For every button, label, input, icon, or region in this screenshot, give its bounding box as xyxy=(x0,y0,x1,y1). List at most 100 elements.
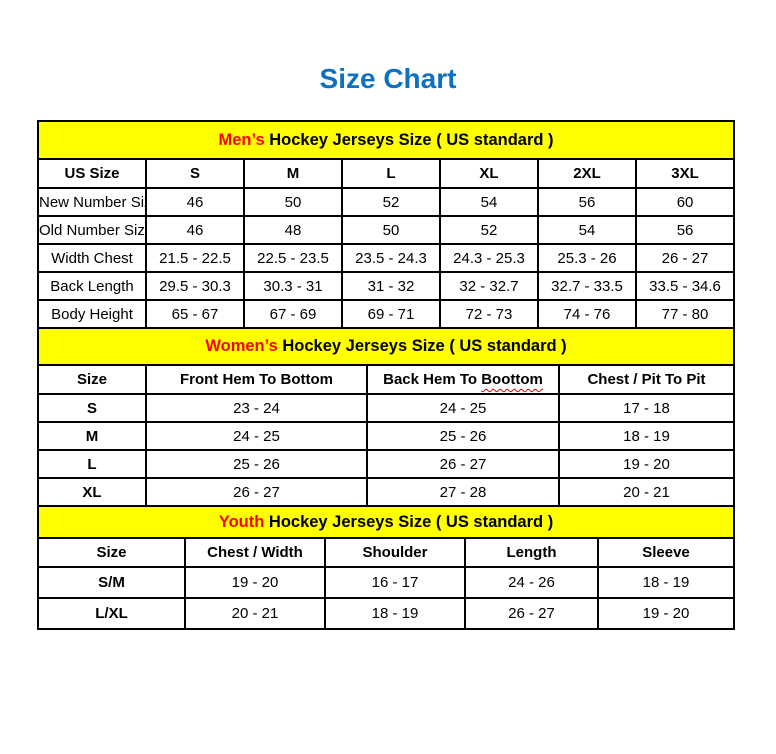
table-row: Old Number Size 46 48 50 52 54 56 xyxy=(37,215,736,245)
column-header: Chest / Pit To Pit xyxy=(557,364,736,395)
table-row: Back Length 29.5 - 30.3 30.3 - 31 31 - 3… xyxy=(37,271,736,301)
size-cell: 27 - 28 xyxy=(366,477,560,507)
youth-size-table: Youth Hockey Jerseys Size ( US standard … xyxy=(37,505,735,630)
size-cell: 46 xyxy=(145,215,245,245)
table-row: S/M 19 - 20 16 - 17 24 - 26 18 - 19 xyxy=(37,566,735,599)
size-cell: 24 - 25 xyxy=(145,421,368,451)
row-label: Old Number Size xyxy=(37,215,147,245)
size-cell: 50 xyxy=(341,215,441,245)
size-cell: 23 - 24 xyxy=(145,393,368,423)
size-cell: 18 - 19 xyxy=(557,421,736,451)
youth-header-row: Size Chest / Width Shoulder Length Sleev… xyxy=(37,537,735,568)
mens-header-row: US Size S M L XL 2XL 3XL xyxy=(37,158,736,189)
column-header: US Size xyxy=(37,158,147,189)
womens-banner-highlight: Women’s xyxy=(205,337,278,355)
back-hem-prefix: Back Hem To xyxy=(383,371,482,388)
column-header: Chest / Width xyxy=(184,537,326,568)
size-cell: 25.3 - 26 xyxy=(537,243,637,273)
size-cell: 77 - 80 xyxy=(634,299,736,329)
size-cell: 65 - 67 xyxy=(145,299,245,329)
womens-size-table: Women’s Hockey Jerseys Size ( US standar… xyxy=(36,327,736,507)
column-header: Size xyxy=(37,364,147,395)
column-header: Shoulder xyxy=(324,537,466,568)
size-chart-document: Size Chart Men’s Hockey Jerseys Size ( U… xyxy=(0,62,776,630)
mens-size-table: Men’s Hockey Jerseys Size ( US standard … xyxy=(36,120,736,329)
size-cell: 19 - 20 xyxy=(597,597,735,630)
size-cell: 52 xyxy=(341,187,441,217)
size-cell: 22.5 - 23.5 xyxy=(243,243,343,273)
column-header: XL xyxy=(439,158,539,189)
column-header: M xyxy=(243,158,343,189)
size-cell: 20 - 21 xyxy=(557,477,736,507)
size-cell: 20 - 21 xyxy=(184,597,326,630)
mens-banner-cell: Men’s Hockey Jerseys Size ( US standard … xyxy=(36,120,736,160)
mens-table-banner: Men’s Hockey Jerseys Size ( US standard … xyxy=(36,120,736,160)
column-header: Size xyxy=(37,537,186,568)
size-cell: 56 xyxy=(537,187,637,217)
table-row: XL 26 - 27 27 - 28 20 - 21 xyxy=(37,477,736,507)
size-cell: 60 xyxy=(634,187,736,217)
womens-banner-text: Hockey Jerseys Size ( US standard ) xyxy=(277,337,567,355)
size-tables: Men’s Hockey Jerseys Size ( US standard … xyxy=(36,120,736,630)
size-cell: 18 - 19 xyxy=(597,566,735,599)
size-cell: 24 - 25 xyxy=(366,393,560,423)
mens-banner-highlight: Men’s xyxy=(218,130,265,149)
size-cell: 31 - 32 xyxy=(341,271,441,301)
table-row: M 24 - 25 25 - 26 18 - 19 xyxy=(37,421,736,451)
spellcheck-squiggle-word: Boottom xyxy=(481,371,543,388)
youth-banner-text: Hockey Jerseys Size ( US standard ) xyxy=(264,512,554,531)
size-cell: 26 - 27 xyxy=(366,449,560,479)
size-cell: 46 xyxy=(145,187,245,217)
size-cell: 29.5 - 30.3 xyxy=(145,271,245,301)
womens-table-banner: Women’s Hockey Jerseys Size ( US standar… xyxy=(36,327,736,366)
size-cell: 74 - 76 xyxy=(537,299,637,329)
table-row: Width Chest 21.5 - 22.5 22.5 - 23.5 23.5… xyxy=(37,243,736,273)
size-cell: 19 - 20 xyxy=(184,566,326,599)
row-label: S/M xyxy=(37,566,186,599)
size-cell: 25 - 26 xyxy=(145,449,368,479)
size-cell: 56 xyxy=(634,215,736,245)
table-row: L 25 - 26 26 - 27 19 - 20 xyxy=(37,449,736,479)
table-row: S 23 - 24 24 - 25 17 - 18 xyxy=(37,393,736,423)
column-header: Sleeve xyxy=(597,537,735,568)
size-cell: 52 xyxy=(439,215,539,245)
size-cell: 16 - 17 xyxy=(324,566,466,599)
womens-banner-cell: Women’s Hockey Jerseys Size ( US standar… xyxy=(36,327,736,366)
table-row: L/XL 20 - 21 18 - 19 26 - 27 19 - 20 xyxy=(37,597,735,630)
size-cell: 72 - 73 xyxy=(439,299,539,329)
mens-banner-text: Hockey Jerseys Size ( US standard ) xyxy=(264,130,554,149)
size-cell: 19 - 20 xyxy=(557,449,736,479)
row-label: L xyxy=(37,449,147,479)
size-cell: 21.5 - 22.5 xyxy=(145,243,245,273)
row-label: New Number Size xyxy=(37,187,147,217)
size-cell: 48 xyxy=(243,215,343,245)
youth-table-banner: Youth Hockey Jerseys Size ( US standard … xyxy=(37,505,735,539)
column-header: L xyxy=(341,158,441,189)
youth-banner-highlight: Youth xyxy=(218,512,265,531)
size-cell: 24 - 26 xyxy=(464,566,599,599)
size-cell: 32.7 - 33.5 xyxy=(537,271,637,301)
column-header-misspelled: Back Hem To Boottom xyxy=(366,364,560,395)
row-label: S xyxy=(37,393,147,423)
size-cell: 54 xyxy=(537,215,637,245)
size-cell: 67 - 69 xyxy=(243,299,343,329)
size-cell: 25 - 26 xyxy=(366,421,560,451)
size-cell: 18 - 19 xyxy=(324,597,466,630)
size-cell: 33.5 - 34.6 xyxy=(634,271,736,301)
column-header: S xyxy=(145,158,245,189)
youth-banner-cell: Youth Hockey Jerseys Size ( US standard … xyxy=(37,505,735,539)
column-header: Front Hem To Bottom xyxy=(145,364,368,395)
womens-header-row: Size Front Hem To Bottom Back Hem To Boo… xyxy=(37,364,736,395)
column-header: 3XL xyxy=(634,158,736,189)
size-cell: 69 - 71 xyxy=(341,299,441,329)
table-row: Body Height 65 - 67 67 - 69 69 - 71 72 -… xyxy=(37,299,736,329)
size-cell: 30.3 - 31 xyxy=(243,271,343,301)
row-label: L/XL xyxy=(37,597,186,630)
column-header: 2XL xyxy=(537,158,637,189)
row-label: Body Height xyxy=(37,299,147,329)
row-label: Width Chest xyxy=(37,243,147,273)
size-cell: 54 xyxy=(439,187,539,217)
size-cell: 24.3 - 25.3 xyxy=(439,243,539,273)
size-cell: 32 - 32.7 xyxy=(439,271,539,301)
row-label: M xyxy=(37,421,147,451)
